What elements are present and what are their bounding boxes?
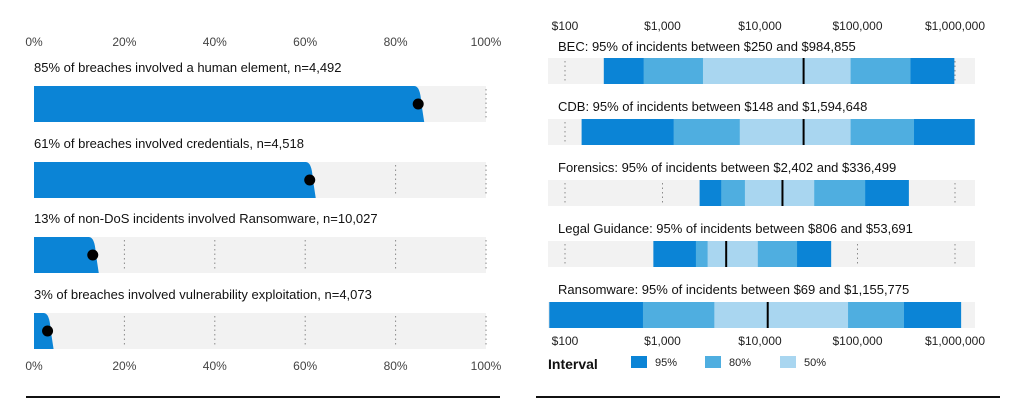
bottom-tick-label: $1,000,000 — [925, 334, 985, 348]
value-dot — [412, 98, 424, 110]
top-tick-label: $100 — [552, 19, 579, 33]
top-tick-label: 0% — [25, 35, 43, 49]
value-bar — [34, 86, 425, 122]
top-tick-label: 40% — [203, 35, 227, 49]
bottom-tick-label: 100% — [471, 359, 502, 373]
top-tick-label: $1,000,000 — [925, 19, 985, 33]
value-dot — [304, 174, 316, 186]
top-tick-label: $10,000 — [738, 19, 782, 33]
interval-row-label: Legal Guidance: 95% of incidents between… — [558, 221, 913, 236]
top-tick-label: 60% — [293, 35, 317, 49]
row-label: 61% of breaches involved credentials, n=… — [34, 136, 304, 151]
top-tick-label: $1,000 — [644, 19, 681, 33]
interval-row-label: BEC: 95% of incidents between $250 and $… — [558, 39, 856, 54]
bar-track — [34, 313, 486, 349]
value-dot — [87, 249, 99, 261]
legend-title: Interval — [548, 356, 598, 372]
left-row: 85% of breaches involved a human element… — [34, 60, 487, 122]
bottom-tick-label: $100 — [552, 334, 579, 348]
bottom-tick-label: 60% — [293, 359, 317, 373]
value-dot — [42, 325, 54, 337]
interval-row: BEC: 95% of incidents between $250 and $… — [548, 39, 975, 84]
interval-row: Ransomware: 95% of incidents between $69… — [548, 282, 975, 328]
bottom-tick-label: $100,000 — [832, 334, 882, 348]
row-label: 3% of breaches involved vulnerability ex… — [34, 287, 372, 302]
interval-row: Legal Guidance: 95% of incidents between… — [548, 221, 975, 267]
interval-row-label: CDB: 95% of incidents between $148 and $… — [558, 99, 867, 114]
left-row: 13% of non-DoS incidents involved Ransom… — [34, 211, 487, 273]
row-label: 85% of breaches involved a human element… — [34, 60, 342, 75]
left-row: 3% of breaches involved vulnerability ex… — [34, 287, 487, 349]
bar-track — [34, 237, 486, 273]
top-tick-label: 100% — [471, 35, 502, 49]
interval-row: CDB: 95% of incidents between $148 and $… — [548, 99, 975, 145]
top-tick-label: 20% — [112, 35, 136, 49]
legend-swatch — [631, 356, 647, 368]
top-tick-label: 80% — [384, 35, 408, 49]
legend-swatch — [705, 356, 721, 368]
row-label: 13% of non-DoS incidents involved Ransom… — [34, 211, 378, 226]
bottom-tick-label: 0% — [25, 359, 43, 373]
bottom-tick-label: 20% — [112, 359, 136, 373]
legend-swatch — [780, 356, 796, 368]
interval-50 — [739, 119, 851, 145]
interval-legend: Interval 95% 80% 50% — [548, 356, 826, 372]
bottom-tick-label: 40% — [203, 359, 227, 373]
left-bar-panel: 85% of breaches involved a human element… — [25, 35, 501, 373]
value-bar — [34, 237, 99, 273]
interval-50 — [714, 302, 849, 328]
interval-row-label: Forensics: 95% of incidents between $2,4… — [558, 160, 896, 175]
interval-50 — [702, 58, 851, 84]
interval-50 — [744, 180, 815, 206]
interval-row: Forensics: 95% of incidents between $2,4… — [548, 160, 975, 206]
bottom-tick-label: $10,000 — [738, 334, 782, 348]
interval-row-label: Ransomware: 95% of incidents between $69… — [558, 282, 909, 297]
bottom-tick-label: 80% — [384, 359, 408, 373]
right-interval-panel: $100 $1,000 $10,000 $100,000 $1,000,000 BEC: … — [548, 19, 985, 372]
interval-50 — [707, 241, 758, 267]
bottom-tick-label: $1,000 — [644, 334, 681, 348]
left-row: 61% of breaches involved credentials, n=… — [34, 136, 487, 198]
legend-label: 95% — [655, 357, 677, 369]
legend-label: 80% — [729, 357, 751, 369]
legend-label: 50% — [804, 357, 826, 369]
value-bar — [34, 162, 316, 198]
top-tick-label: $100,000 — [832, 19, 882, 33]
